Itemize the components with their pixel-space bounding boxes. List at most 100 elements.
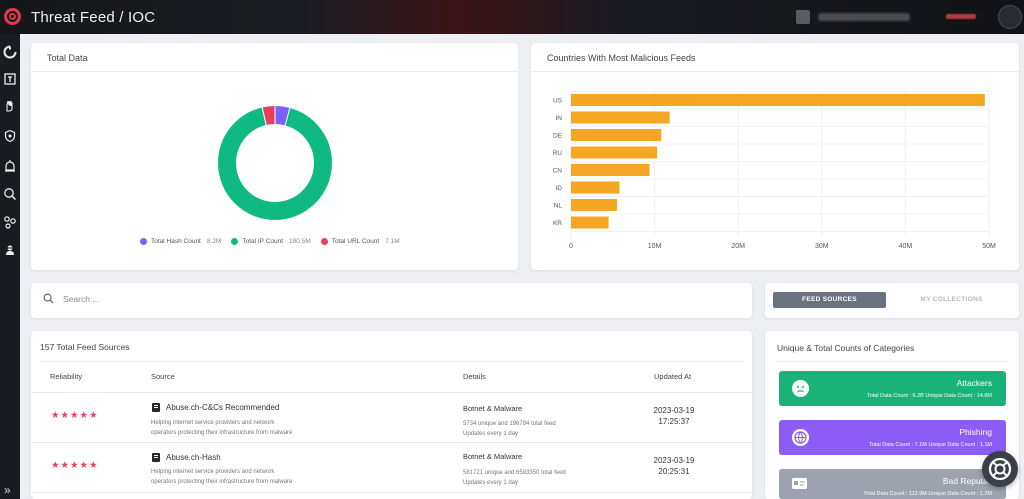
logout-label <box>946 14 976 19</box>
desc-line: Helping internet service providers and n… <box>151 469 275 475</box>
legend-item-url[interactable]: Total URL Count 7.1M <box>320 237 400 245</box>
user-menu[interactable] <box>796 10 914 24</box>
search-globe-icon[interactable] <box>3 187 17 201</box>
reliability-stars: ★★★★★ <box>51 410 99 421</box>
lifebuoy-icon <box>988 457 1012 481</box>
x-tick-label: 20M <box>731 243 745 250</box>
donut-separator <box>284 107 291 126</box>
desc-line: Helping internet service providers and n… <box>151 420 275 426</box>
details-line: 581721 unique and 6583350 total feed <box>463 470 566 476</box>
category-bad-reputation[interactable]: Bad Reputati Total Data Count : 113.9M U… <box>779 469 1006 499</box>
tab-feed-sources[interactable]: FEED SOURCES <box>773 292 886 308</box>
details-line: Updates every 1 day <box>463 431 519 437</box>
reliability-stars: ★★★★★ <box>51 460 99 471</box>
y-tick-label: US <box>553 98 563 105</box>
bar-us[interactable] <box>571 94 985 106</box>
col-header-reliability[interactable]: Reliability <box>50 372 83 381</box>
legend-item-ip[interactable]: Total IP Count 180.5M <box>231 237 311 245</box>
bar-in[interactable] <box>571 111 670 124</box>
donut-separator <box>261 107 267 126</box>
bar-ru[interactable] <box>571 146 658 159</box>
category-name: Phishing <box>959 427 992 437</box>
updated-date: 2023-03-19 <box>653 406 695 415</box>
legend-label: Total URL Count <box>331 237 380 245</box>
category-attackers[interactable]: Attackers Total Data Count : 6.2B Unique… <box>779 371 1006 406</box>
legend-dot-ip <box>231 237 239 245</box>
category-phishing[interactable]: Phishing Total Data Count : 7.1M Unique … <box>779 420 1006 455</box>
tab-my-collections[interactable]: MY COLLECTIONS <box>920 296 983 303</box>
details-sub: 581721 unique and 6583350 total feed Upd… <box>463 468 566 488</box>
categories-title: Unique & Total Counts of Categories <box>777 343 915 353</box>
card-divider <box>777 361 1007 362</box>
source-description: Helping internet service providers and n… <box>151 419 321 438</box>
y-tick-label: CN <box>553 168 563 175</box>
x-tick-label: 50M <box>982 243 996 250</box>
y-tick-label: DE <box>553 133 563 140</box>
row-divider <box>32 492 752 493</box>
x-tick-label: 10M <box>648 243 662 250</box>
y-tick-label: NL <box>554 203 563 210</box>
logout-button[interactable] <box>940 12 978 21</box>
countries-title: Countries With Most Malicious Feeds <box>547 53 696 63</box>
search-input[interactable] <box>63 291 743 306</box>
legend-label: Total IP Count <box>242 237 284 245</box>
threat-feed-icon[interactable] <box>3 72 17 86</box>
x-tick-label: 40M <box>899 243 913 250</box>
updated-time: 20:25:31 <box>658 467 690 476</box>
legend-dot-hash <box>140 237 147 245</box>
shield-icon[interactable] <box>3 129 17 143</box>
hand-icon[interactable] <box>3 99 17 113</box>
details-title: Botnet & Malware <box>463 404 523 413</box>
x-tick-label: 0 <box>569 243 573 250</box>
category-name: Bad Reputati <box>942 476 992 486</box>
app-logo-icon[interactable] <box>4 8 21 25</box>
bar-nl[interactable] <box>571 199 617 211</box>
help-button[interactable] <box>982 451 1018 487</box>
source-description: Helping internet service providers and n… <box>151 468 321 487</box>
desc-line: operators protecting their infrastructur… <box>151 429 293 436</box>
card-divider <box>31 71 518 72</box>
legend-value: 8.2M <box>206 237 222 245</box>
search-icon <box>43 293 54 304</box>
nodes-icon[interactable] <box>3 215 17 229</box>
user-avatar <box>796 10 810 24</box>
bar-de[interactable] <box>571 129 662 141</box>
total-data-title: Total Data <box>47 53 88 63</box>
legend-item-hash[interactable]: Total Hash Count 8.2M <box>140 237 222 245</box>
source-name[interactable]: Abuse.ch-C&Cs Recommended <box>166 403 280 412</box>
row-divider <box>32 392 752 393</box>
profile-avatar[interactable] <box>998 5 1022 29</box>
id-card-icon <box>792 478 807 489</box>
col-header-source[interactable]: Source <box>151 372 175 381</box>
col-header-updated[interactable]: Updated At <box>654 372 692 381</box>
x-tick-label: 30M <box>815 243 829 250</box>
hacker-icon[interactable] <box>3 243 17 257</box>
total-data-card: Total Data <box>31 43 518 270</box>
source-name[interactable]: Abuse.ch-Hash <box>166 453 221 462</box>
expand-sidebar-icon[interactable]: » <box>4 483 11 497</box>
y-tick-label: ID <box>556 185 563 192</box>
feed-sources-title: 157 Total Feed Sources <box>40 342 130 352</box>
details-line: 5734 unique and 196784 total feed <box>463 421 556 427</box>
bar-cn[interactable] <box>571 164 650 176</box>
alert-monitor-icon[interactable] <box>3 159 17 173</box>
legend-value: 7.1M <box>385 237 400 245</box>
bar-kr[interactable] <box>571 216 609 229</box>
y-tick-label: KR <box>553 220 562 227</box>
col-header-details[interactable]: Details <box>463 372 486 381</box>
donut-legend: Total Hash Count 8.2M Total IP Count 180… <box>140 234 412 248</box>
y-tick-label: RU <box>553 150 563 157</box>
updated-at: 2023-03-19 17:25:37 <box>644 405 704 427</box>
bar-id[interactable] <box>571 181 620 194</box>
details-line: Updates every 1 day <box>463 480 519 486</box>
dashboard-icon[interactable] <box>3 45 17 59</box>
sad-face-icon <box>792 380 809 397</box>
page-title: Threat Feed / IOC <box>31 9 156 26</box>
category-name: Attackers <box>956 378 992 388</box>
card-divider <box>40 361 743 362</box>
row-divider <box>32 442 752 443</box>
donut-slice-total-ip-count[interactable] <box>218 106 332 220</box>
details-sub: 5734 unique and 196784 total feed Update… <box>463 419 556 439</box>
details-title: Botnet & Malware <box>463 452 523 461</box>
category-counts: Total Data Count : 6.2B Unique Data Coun… <box>866 393 992 399</box>
